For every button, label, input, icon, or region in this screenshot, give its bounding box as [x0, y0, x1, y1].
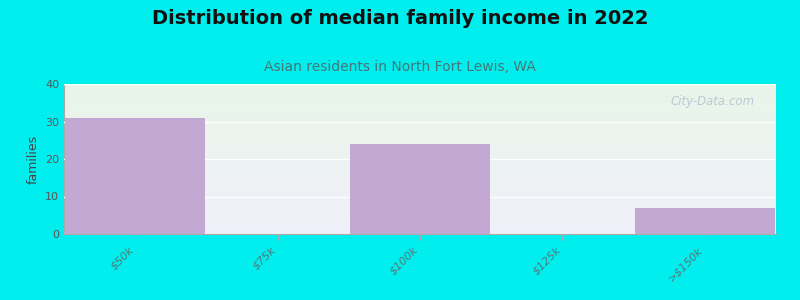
Bar — [635, 208, 774, 234]
Bar — [66, 118, 205, 234]
Y-axis label: families: families — [26, 134, 39, 184]
Bar — [350, 144, 490, 234]
Text: Asian residents in North Fort Lewis, WA: Asian residents in North Fort Lewis, WA — [264, 60, 536, 74]
Text: City-Data.com: City-Data.com — [670, 94, 754, 107]
Text: Distribution of median family income in 2022: Distribution of median family income in … — [152, 9, 648, 28]
